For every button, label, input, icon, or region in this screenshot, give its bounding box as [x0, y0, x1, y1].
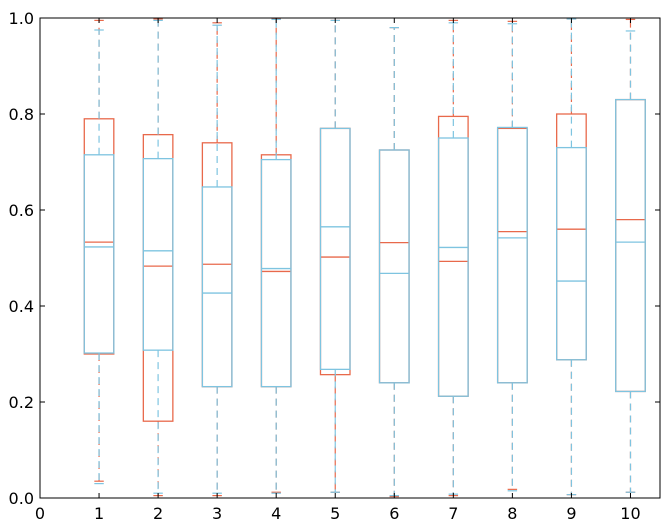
y-tick-label: 0.6: [9, 201, 34, 220]
iqr-box: [378, 149, 410, 384]
box-2-10: [615, 30, 646, 493]
box-1-4: [260, 18, 292, 493]
y-tick-label: 1.0: [9, 9, 34, 28]
y-tick-label: 0.2: [9, 393, 34, 412]
x-tick-label: 3: [212, 504, 222, 523]
x-tick-label: 8: [507, 504, 517, 523]
iqr-box: [615, 98, 646, 393]
box-2-6: [378, 27, 410, 497]
y-tick-label: 0.8: [9, 105, 34, 124]
y-tick-label: 0.0: [9, 489, 34, 508]
box-2-4: [260, 18, 292, 494]
box-2-8: [496, 23, 528, 492]
x-tick-label: 7: [448, 504, 458, 523]
x-tick-label: 4: [271, 504, 281, 523]
y-tick-label: 0.4: [9, 297, 34, 316]
iqr-box: [201, 186, 233, 388]
x-tick-label: 1: [94, 504, 104, 523]
axes-frame: [39, 17, 661, 499]
box-2-2: [142, 19, 174, 494]
x-tick-label: 6: [389, 504, 399, 523]
box-2-7: [437, 22, 469, 495]
x-tick-label: 10: [620, 504, 640, 523]
iqr-box: [260, 154, 292, 388]
iqr-box: [556, 113, 587, 361]
x-tick-label: 0: [35, 504, 45, 523]
iqr-box: [437, 115, 469, 397]
plot-area: [83, 18, 646, 498]
axes: 0 1 2 3 4 5 6 7 8 9 10 0.0 0.2 0.4 0.6 0.8 1.0: [9, 9, 661, 523]
x-tick-label: 2: [153, 504, 163, 523]
x-tick-label: 9: [566, 504, 576, 523]
iqr-box: [556, 146, 587, 361]
series-1: [83, 18, 646, 498]
box-2-5: [319, 19, 351, 493]
box-2-1: [83, 29, 115, 485]
iqr-box: [615, 98, 646, 393]
iqr-box: [260, 158, 292, 388]
iqr-box: [83, 154, 115, 354]
iqr-box: [496, 126, 528, 384]
iqr-box: [319, 127, 351, 376]
iqr-box: [437, 137, 469, 397]
series-2: [83, 18, 646, 497]
box-2-9: [556, 18, 587, 496]
iqr-box: [496, 127, 528, 384]
iqr-box: [378, 149, 410, 384]
x-tick-label: 5: [330, 504, 340, 523]
iqr-box: [142, 157, 174, 351]
box-2-3: [201, 24, 233, 494]
iqr-box: [319, 127, 351, 371]
